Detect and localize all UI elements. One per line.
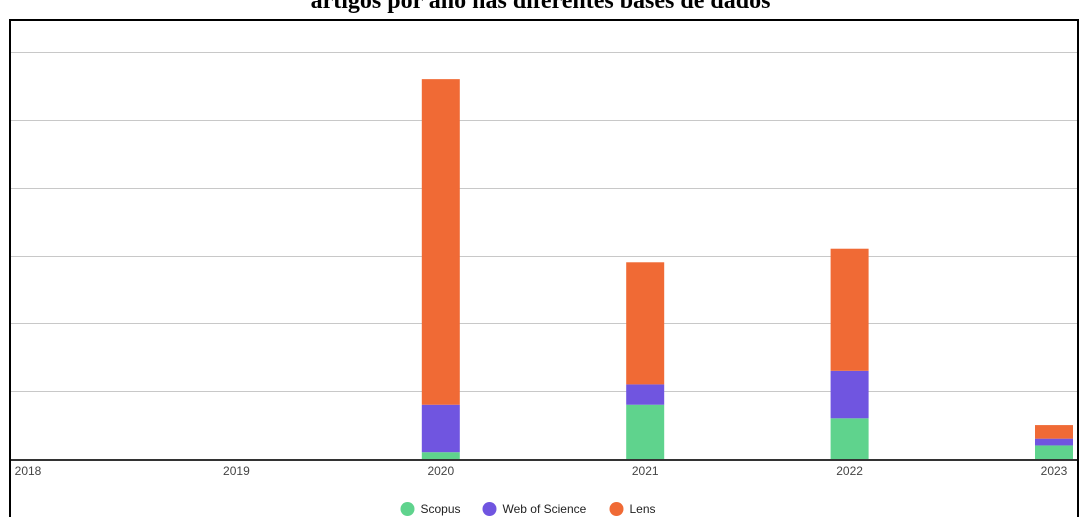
legend-swatch <box>482 502 497 516</box>
x-tick-label: 2023 <box>1041 464 1068 478</box>
bar-lens-2022 <box>830 248 869 371</box>
x-tick-label: 2018 <box>15 464 42 478</box>
legend-label: Scopus <box>421 502 461 516</box>
legend-swatch <box>609 502 624 516</box>
legend-swatch <box>400 502 415 516</box>
x-tick-label: 2019 <box>223 464 250 478</box>
bar-lens-2020 <box>421 79 460 405</box>
x-tick-label: 2020 <box>427 464 454 478</box>
bar-lens-2021 <box>626 262 665 385</box>
bar-web-of-science-2020 <box>421 404 460 453</box>
bar-web-of-science-2023 <box>1035 438 1073 446</box>
bar-scopus-2022 <box>830 418 869 459</box>
bar-web-of-science-2021 <box>626 384 665 405</box>
legend-label: Lens <box>630 502 656 516</box>
bar-lens-2023 <box>1035 425 1073 439</box>
bars <box>421 79 1073 459</box>
x-tick-label: 2022 <box>836 464 863 478</box>
x-tick-label: 2021 <box>632 464 659 478</box>
legend-label: Web of Science <box>503 502 587 516</box>
chart-frame <box>9 19 1079 517</box>
bar-web-of-science-2022 <box>830 370 869 419</box>
bar-scopus-2020 <box>421 452 460 459</box>
legend: Scopus Web of Science Lens <box>400 502 656 516</box>
chart-title: artigos por ano nas diferentes bases de … <box>310 0 771 14</box>
bar-scopus-2021 <box>626 404 665 459</box>
x-tick-labels: 2018 2019 2020 2021 2022 2023 <box>15 464 1068 478</box>
bar-scopus-2023 <box>1035 445 1073 459</box>
gridlines <box>11 52 1077 392</box>
